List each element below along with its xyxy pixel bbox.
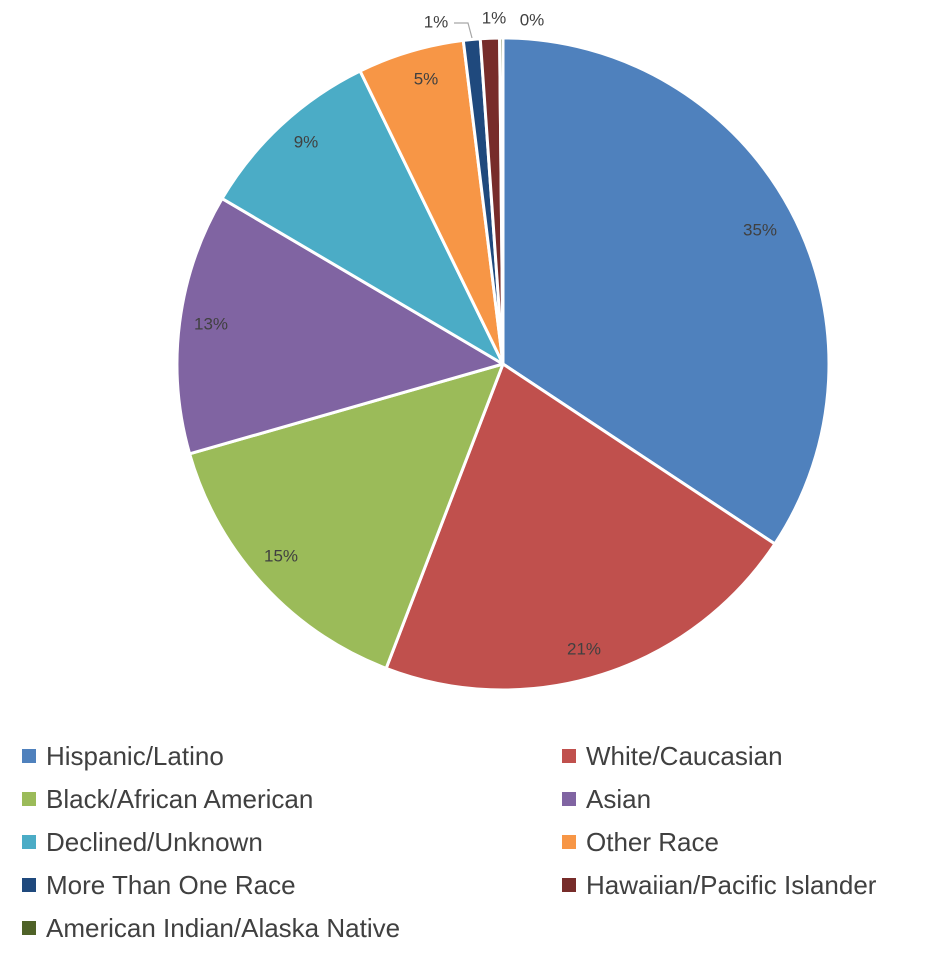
pie-slice-black-african-american: [188, 362, 505, 670]
pie-slices: [175, 36, 831, 692]
legend-label-more-than-one-race: More Than One Race: [46, 869, 296, 900]
data-label-black-african-american: 15%: [264, 546, 298, 565]
data-label-declined-unknown: 9%: [294, 132, 319, 151]
data-label-asian: 13%: [194, 314, 228, 333]
legend-swatch-hispanic-latino: [22, 749, 36, 763]
legend-label-asian: Asian: [586, 783, 652, 814]
legend-label-other-race: Other Race: [586, 826, 719, 857]
legend-item-hawaiian-pacific-islander: Hawaiian/Pacific Islander: [562, 868, 876, 902]
legend-swatch-more-than-one-race: [22, 878, 36, 892]
data-label-american-indian-alaska-native: 0%: [520, 10, 545, 29]
legend-item-other-race: Other Race: [562, 825, 719, 859]
pie-slice-american-indian-alaska-native: [498, 36, 505, 366]
legend-swatch-other-race: [562, 835, 576, 849]
legend-label-american-indian-alaska-native: American Indian/Alaska Native: [46, 912, 401, 943]
data-label-white-caucasian: 21%: [567, 639, 601, 658]
pie-slice-asian: [175, 197, 505, 456]
legend-item-american-indian-alaska-native: American Indian/Alaska Native: [22, 911, 400, 945]
legend-item-asian: Asian: [562, 782, 651, 816]
legend-label-declined-unknown: Declined/Unknown: [46, 826, 263, 857]
pie-chart: 35% 21% 15% 13% 9% 5% 1% 1% 0%: [175, 8, 831, 692]
legend-label-black-african-american: Black/African American: [46, 783, 314, 814]
pie-slice-white-caucasian: [384, 362, 777, 692]
legend-swatch-american-indian-alaska-native: [22, 921, 36, 935]
legend-label-hispanic-latino: Hispanic/Latino: [46, 740, 224, 771]
data-labels: 35% 21% 15% 13% 9% 5% 1% 1% 0%: [194, 8, 777, 658]
legend-swatch-declined-unknown: [22, 835, 36, 849]
data-label-hawaiian-pacific-islander: 1%: [482, 8, 507, 27]
legend-item-declined-unknown: Declined/Unknown: [22, 825, 263, 859]
data-label-hispanic-latino: 35%: [743, 220, 777, 239]
legend-swatch-black-african-american: [22, 792, 36, 806]
data-label-more-than-one-race: 1%: [424, 12, 449, 31]
legend-swatch-asian: [562, 792, 576, 806]
legend-label-hawaiian-pacific-islander: Hawaiian/Pacific Islander: [586, 869, 877, 900]
legend-swatch-hawaiian-pacific-islander: [562, 878, 576, 892]
legend-item-black-african-american: Black/African American: [22, 782, 313, 816]
legend-item-hispanic-latino: Hispanic/Latino: [22, 739, 224, 773]
data-label-other-race: 5%: [414, 69, 439, 88]
leader-lines: [454, 22, 473, 39]
legend-swatch-white-caucasian: [562, 749, 576, 763]
legend-label-white-caucasian: White/Caucasian: [586, 740, 783, 771]
legend-item-more-than-one-race: More Than One Race: [22, 868, 296, 902]
legend-item-white-caucasian: White/Caucasian: [562, 739, 783, 773]
pie-slice-declined-unknown: [220, 69, 505, 366]
chart-legend: Hispanic/Latino White/Caucasian Black/Afri…: [0, 741, 941, 958]
leader-line-more-than-one-race: [454, 22, 473, 39]
